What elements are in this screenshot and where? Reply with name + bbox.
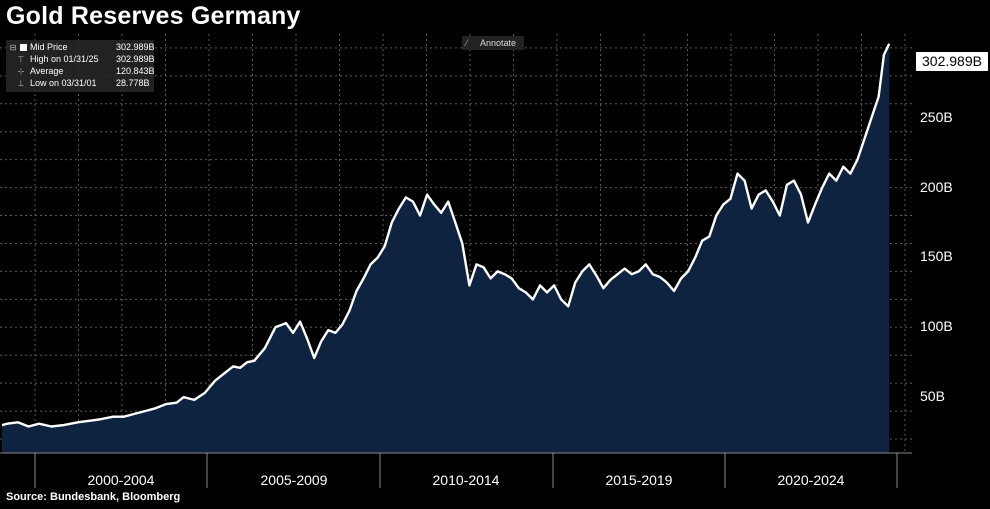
- annotate-button[interactable]: ⁄ Annotate: [462, 36, 524, 50]
- average-marker-icon: ⊹: [17, 67, 25, 76]
- legend-label: Low on 03/31/01: [30, 78, 97, 88]
- legend-label: High on 01/31/25: [30, 54, 99, 64]
- low-marker-icon: ⊥: [17, 79, 25, 88]
- y-tick-label: 150B: [920, 248, 953, 265]
- series-swatch-icon: [20, 44, 27, 51]
- legend-value: 120.843B: [116, 66, 155, 76]
- legend-value: 302.989B: [116, 54, 155, 64]
- x-tick-label: 2020-2024: [777, 472, 845, 488]
- last-value-label: 302.989B: [916, 52, 988, 71]
- series-area: [2, 43, 890, 454]
- annotate-label: Annotate: [480, 38, 517, 48]
- source-note: Source: Bundesbank, Bloomberg: [6, 491, 181, 503]
- legend-item-average: ⊹ Average 120.843B: [6, 66, 155, 77]
- y-tick-label: 200B: [920, 178, 953, 195]
- collapse-icon[interactable]: ⊟: [9, 43, 17, 52]
- x-tick-label: 2005-2009: [260, 472, 328, 488]
- legend-label: Mid Price: [30, 42, 68, 52]
- chart-title: Gold Reserves Germany: [6, 2, 301, 30]
- y-tick-label: 250B: [920, 108, 953, 125]
- legend-value: 28.778B: [116, 78, 150, 88]
- legend-label: Average: [30, 66, 64, 76]
- y-tick-label: 50B: [920, 388, 945, 405]
- x-tick-label: 2010-2014: [432, 472, 500, 488]
- x-period-separators: [34, 453, 898, 488]
- x-tick-label: 2000-2004: [87, 472, 155, 488]
- y-tick-label: 100B: [920, 318, 953, 335]
- high-marker-icon: ⊤: [17, 55, 25, 64]
- legend-value: 302.989B: [116, 42, 155, 52]
- series-line: [1, 43, 891, 428]
- x-tick-label: 2015-2019: [605, 472, 673, 488]
- legend: ⊟ Mid Price 302.989B ⊤ High on 01/31/25 …: [6, 40, 155, 92]
- pencil-icon: ⁄: [466, 38, 468, 48]
- legend-item-high: ⊤ High on 01/31/25 302.989B: [6, 54, 155, 65]
- legend-item-low: ⊥ Low on 03/31/01 28.778B: [6, 78, 154, 89]
- legend-item-mid-price[interactable]: ⊟ Mid Price 302.989B: [6, 42, 155, 53]
- gridlines: [0, 34, 912, 453]
